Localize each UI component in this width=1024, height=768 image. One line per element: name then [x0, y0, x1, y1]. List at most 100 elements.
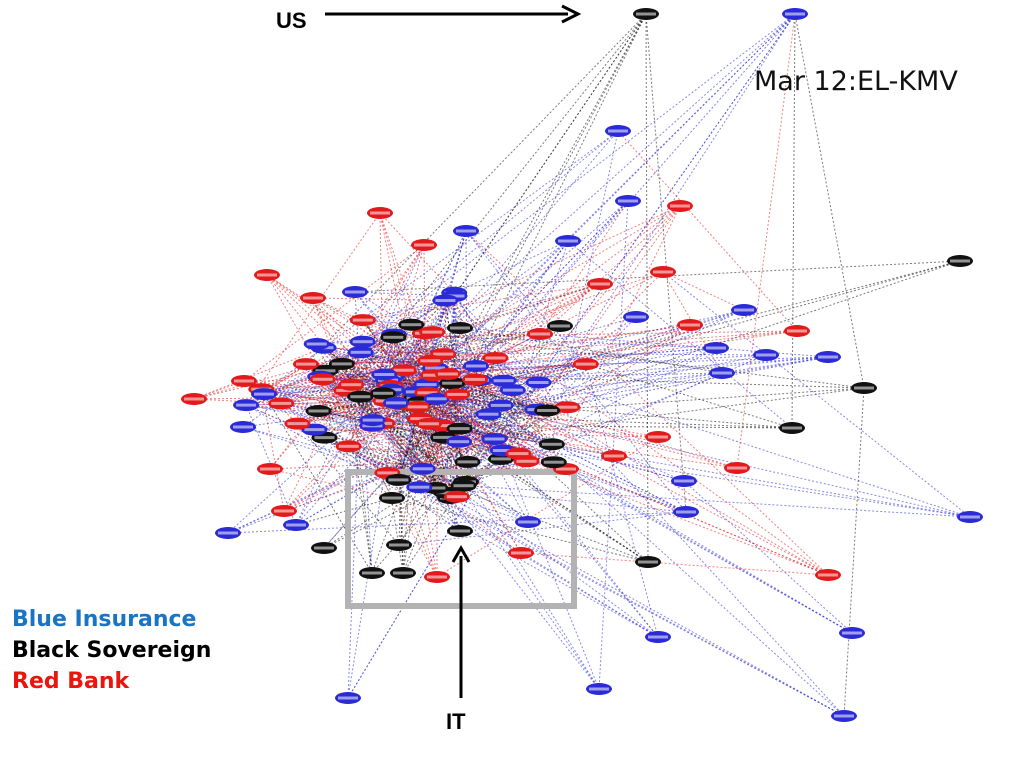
network-edge	[418, 401, 468, 463]
network-edge	[475, 330, 798, 367]
bank-node	[505, 447, 532, 460]
insurance-node	[230, 421, 256, 433]
network-edge	[546, 410, 829, 576]
network-edge	[324, 437, 393, 499]
network-edge	[385, 283, 601, 402]
network-edge	[350, 13, 647, 386]
insurance-node	[671, 475, 697, 487]
insurance-node	[342, 286, 368, 298]
bank-node	[482, 352, 509, 364]
network-edge	[553, 205, 681, 463]
network-edge	[390, 389, 447, 493]
bank-node	[650, 266, 676, 278]
insurance-node	[831, 710, 857, 722]
network-edge	[465, 324, 691, 483]
sovereign-node	[398, 318, 425, 331]
us-arrow	[325, 4, 582, 24]
network-edge	[305, 363, 417, 393]
bank-node	[601, 450, 627, 462]
network-edge	[520, 552, 829, 576]
network-edge	[324, 437, 461, 532]
bank-node	[338, 378, 365, 391]
network-edge	[474, 379, 553, 445]
network-edge	[435, 487, 687, 513]
sovereign-node	[547, 320, 573, 332]
network-edge	[345, 352, 362, 391]
bank-node	[257, 463, 283, 475]
network-edge	[245, 292, 455, 406]
network-edge	[518, 347, 717, 455]
insurance-node	[481, 433, 508, 445]
network-edge	[323, 486, 420, 549]
network-edge	[360, 351, 767, 356]
network-edge	[518, 410, 548, 454]
network-edge	[261, 388, 421, 420]
network-edge	[447, 13, 647, 375]
insurance-node	[283, 519, 309, 531]
network-edge	[791, 13, 796, 429]
network-edge	[318, 410, 522, 554]
network-edge	[318, 410, 793, 429]
network-edge	[266, 274, 424, 470]
insurance-node	[359, 414, 386, 427]
network-edge	[398, 511, 687, 546]
insurance-node	[371, 368, 398, 381]
bank-node	[645, 431, 671, 443]
network-edge	[263, 393, 373, 574]
insurance-node	[623, 311, 649, 323]
sovereign-node	[311, 542, 337, 554]
network-edge	[500, 354, 767, 406]
network-edge	[399, 292, 455, 405]
network-edge	[645, 13, 687, 513]
network-edge	[243, 244, 425, 382]
network-edge	[280, 402, 388, 474]
network-edge	[415, 391, 538, 411]
sovereign-node	[446, 422, 473, 435]
network-edge	[347, 402, 397, 699]
network-edge	[432, 13, 796, 376]
bank-node	[268, 397, 295, 410]
insurance-node	[525, 376, 552, 389]
network-edge	[736, 13, 796, 469]
sovereign-node	[359, 567, 385, 579]
sovereign-node	[538, 438, 565, 451]
bank-node	[667, 200, 693, 212]
bank-node	[335, 440, 362, 453]
network-edge	[538, 356, 829, 383]
insurance-node	[586, 683, 612, 695]
network-edge	[193, 347, 324, 400]
sovereign-node	[380, 331, 407, 344]
insurance-node	[645, 631, 671, 643]
network-edge	[245, 212, 381, 406]
network-edge	[348, 356, 829, 447]
insurance-node	[615, 195, 641, 207]
bank-node	[271, 505, 297, 517]
network-edge	[261, 388, 373, 427]
network-edge	[305, 13, 647, 365]
insurance-node	[215, 527, 241, 539]
network-edge	[351, 378, 476, 386]
network-edge	[362, 319, 427, 385]
network-edge	[362, 300, 446, 343]
insurance-node	[673, 506, 699, 518]
network-edge	[351, 384, 421, 420]
insurance-node	[731, 304, 757, 316]
network-nodes	[181, 8, 983, 722]
network-edge	[312, 297, 438, 578]
bank-node	[424, 571, 450, 583]
network-edge	[263, 379, 389, 395]
sovereign-node	[540, 456, 567, 469]
sovereign-node	[635, 556, 661, 568]
bank-node	[434, 368, 461, 380]
bank-node	[587, 278, 613, 290]
network-edge	[536, 13, 796, 410]
network-edge	[399, 403, 687, 513]
insurance-node	[709, 367, 735, 379]
sovereign-node	[447, 525, 473, 537]
network-edge	[451, 382, 538, 411]
bank-node	[419, 326, 446, 339]
network-edge	[323, 13, 796, 549]
network-edge	[536, 333, 541, 410]
network-edge	[442, 260, 961, 438]
network-edge	[427, 392, 971, 518]
